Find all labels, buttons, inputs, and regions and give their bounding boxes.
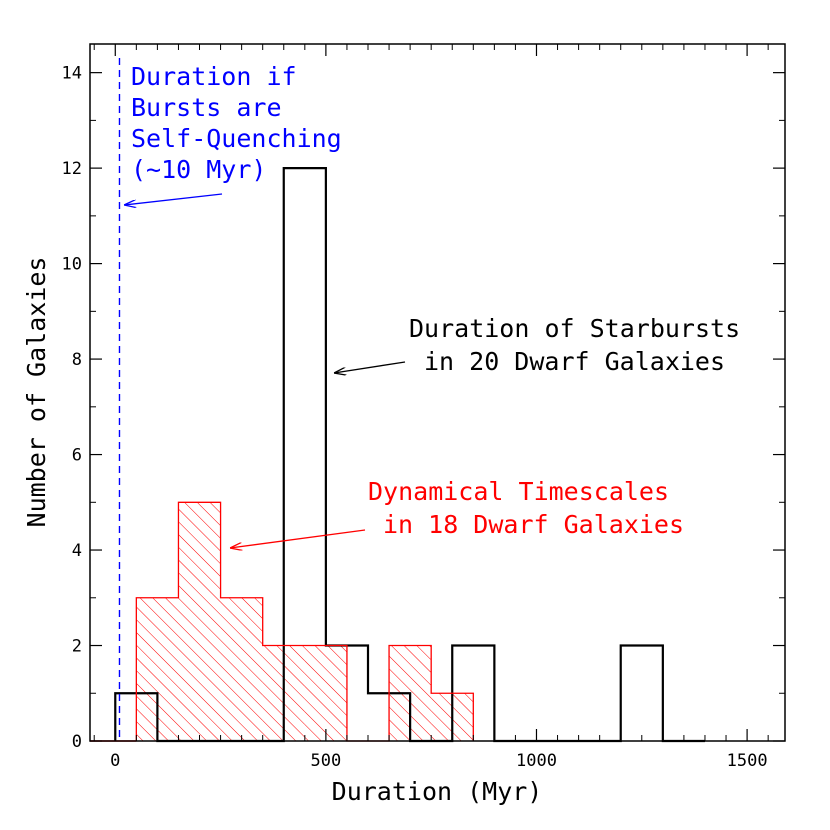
plot-frame	[89, 43, 786, 742]
dynamical-timescales-outline	[135, 501, 474, 742]
y-tick-label: 14	[62, 64, 82, 84]
y-tick-label: 8	[72, 350, 82, 370]
annotation-self-quenching: Duration if Bursts are Self-Quenching (~…	[131, 62, 357, 184]
annotation-starbursts: Duration of Starbursts in 20 Dwarf Galax…	[409, 314, 755, 376]
y-tick-label: 12	[62, 159, 82, 179]
annotation-line: Dynamical Timescales	[368, 477, 669, 506]
y-tick-label: 2	[72, 637, 82, 657]
hatched-bar	[304, 645, 347, 741]
series-layer	[90, 167, 705, 743]
ticks-layer: 0 500 1000 1500 0 2 4 6 8 10 12 14	[62, 44, 785, 771]
annotation-arrow-red	[230, 529, 366, 548]
annotation-line: in 18 Dwarf Galaxies	[383, 510, 684, 539]
y-tick-label: 6	[72, 446, 82, 466]
x-tick-label: 500	[311, 751, 342, 771]
annotation-line: in 20 Dwarf Galaxies	[424, 347, 725, 376]
hatched-bar	[220, 597, 263, 741]
x-tick-label: 0	[110, 751, 120, 771]
x-tick-label: 1500	[727, 751, 768, 771]
annotation-dynamical: Dynamical Timescales in 18 Dwarf Galaxie…	[368, 477, 684, 539]
annotation-line: Self-Quenching	[131, 124, 342, 153]
x-tick-label: 1000	[516, 751, 557, 771]
annotation-line: Duration of Starbursts	[409, 314, 740, 343]
annotation-layer: Duration if Bursts are Self-Quenching (~…	[124, 62, 755, 548]
x-axis-title: Duration (Myr)	[332, 777, 543, 806]
y-axis-title: Number of Galaxies	[22, 257, 51, 528]
hatched-bar	[178, 502, 221, 741]
annotation-line: (~10 Myr)	[131, 155, 266, 184]
y-tick-label: 10	[62, 255, 82, 275]
annotation-arrow-black	[334, 361, 406, 373]
y-tick-label: 4	[72, 541, 82, 561]
annotation-arrow-blue	[124, 193, 223, 205]
y-tick-label: 0	[72, 732, 82, 752]
annotation-line: Bursts are	[131, 93, 282, 122]
annotation-line: Duration if	[131, 62, 297, 91]
